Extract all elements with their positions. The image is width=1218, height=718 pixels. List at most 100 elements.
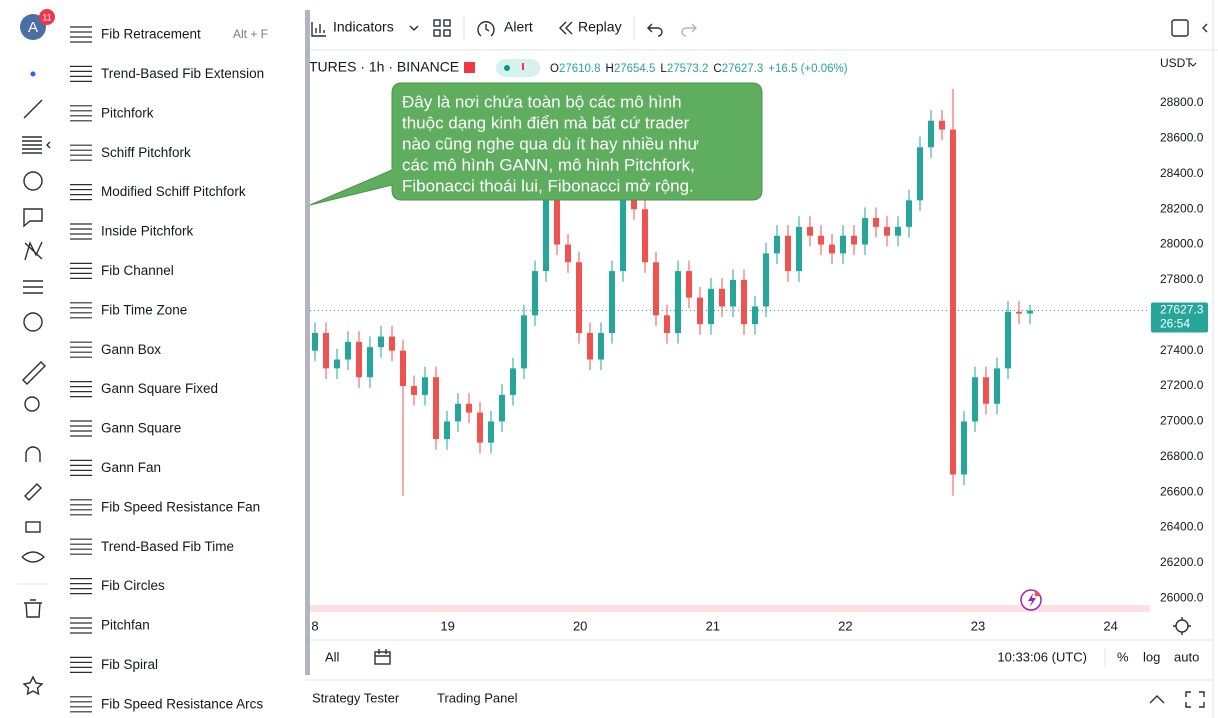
menu-item[interactable]: Gann Box [101, 342, 161, 357]
menu-panel [58, 0, 305, 718]
tab[interactable]: Trading Panel [437, 690, 518, 705]
shortcut: Alt + F [233, 27, 268, 41]
replay[interactable]: Replay [578, 19, 622, 35]
caret[interactable] [409, 25, 419, 31]
percent-toggle[interactable]: % [1117, 649, 1129, 664]
status-pill [496, 59, 540, 77]
menu-item[interactable]: Fib Speed Resistance Fan [101, 499, 260, 514]
redo[interactable] [681, 23, 697, 37]
menu-item[interactable]: Trend-Based Fib Extension [101, 66, 264, 81]
candle-body [422, 377, 428, 395]
candle-body [950, 129, 956, 475]
candle-body [587, 333, 593, 360]
shape-tool[interactable] [23, 171, 43, 191]
menu-icon [70, 459, 92, 476]
menu-item[interactable]: Fib Circles [101, 578, 165, 593]
lock[interactable] [25, 521, 41, 533]
menu-icon [70, 617, 92, 634]
candle-body [356, 341, 362, 378]
cursor-tool[interactable] [30, 71, 36, 77]
candle-body [873, 218, 879, 227]
menu-item[interactable]: Gann Square Fixed [101, 381, 218, 396]
menu-icon [70, 381, 92, 398]
menu-item[interactable]: Fib Spiral [101, 657, 158, 672]
replay-icon[interactable] [559, 21, 573, 35]
ohlc-key: C [713, 63, 721, 75]
tab[interactable]: Strategy Tester [312, 690, 400, 705]
ohlc-value: 27610.8 [559, 63, 601, 75]
session-band [310, 605, 1150, 612]
menu-item[interactable]: Gann Fan [101, 460, 161, 475]
calendar-icon[interactable] [374, 649, 391, 665]
prediction-tool[interactable] [23, 280, 43, 294]
alert-icon[interactable] [477, 21, 495, 37]
range-all[interactable]: All [325, 649, 340, 664]
y-tick-label: 27000.0 [1160, 414, 1204, 428]
expand[interactable] [46, 141, 51, 149]
flag [464, 62, 475, 73]
panel-toggle[interactable] [1149, 695, 1165, 704]
pattern-tool[interactable] [24, 241, 43, 261]
visibility[interactable] [21, 551, 46, 563]
text-tool[interactable] [23, 208, 43, 228]
y-tick-label: 26400.0 [1160, 520, 1204, 534]
menu-item[interactable]: Gann Square [101, 421, 181, 436]
candle-body [774, 235, 780, 254]
maximize[interactable] [1185, 691, 1205, 708]
favorites[interactable] [22, 675, 44, 696]
icon-tool[interactable] [23, 312, 43, 332]
candle-body [928, 120, 934, 148]
menu-item[interactable]: Modified Schiff Pitchfork [101, 184, 246, 199]
candle-body [334, 359, 340, 369]
candle-body [1005, 311, 1011, 369]
menu-icon [70, 223, 92, 240]
fib-tool[interactable] [22, 136, 42, 154]
settings[interactable] [1173, 617, 1191, 635]
left-toolbar: A 11 [0, 0, 58, 718]
menu-item[interactable]: Pitchfan [101, 618, 150, 633]
log-toggle[interactable]: log [1143, 649, 1160, 664]
menu-icon [70, 656, 92, 673]
trash[interactable] [24, 599, 42, 618]
ruler[interactable] [22, 361, 46, 385]
candle-body [785, 235, 791, 272]
trend-tool[interactable] [23, 99, 43, 119]
menu-item[interactable]: Fib Retracement [101, 27, 201, 42]
candle-body [1016, 311, 1022, 314]
menu-item[interactable]: Inside Pitchfork [101, 224, 194, 239]
undo[interactable] [647, 23, 663, 37]
menu-icon [70, 341, 92, 358]
menu-item[interactable]: Fib Channel [101, 263, 174, 278]
menu-item[interactable]: Trend-Based Fib Time [101, 539, 234, 554]
candle-body [532, 271, 538, 316]
candle-body [565, 244, 571, 263]
layouts-icon[interactable] [433, 19, 451, 37]
menu-item[interactable]: Pitchfork [101, 105, 154, 120]
window-icon[interactable] [1171, 19, 1189, 37]
x-tick-label: 24 [1103, 618, 1117, 633]
menu-item[interactable]: Fib Speed Resistance Arcs [101, 696, 263, 711]
auto-toggle[interactable]: auto [1174, 649, 1199, 664]
candle-body [818, 235, 824, 245]
magnet[interactable] [25, 446, 41, 462]
top-bar: Indicators Alert Replay [305, 0, 1218, 718]
menu-item[interactable]: Schiff Pitchfork [101, 145, 191, 160]
candle-body [763, 253, 769, 307]
alert[interactable]: Alert [504, 19, 533, 35]
indicators[interactable]: Indicators [333, 19, 394, 35]
candle-body [829, 244, 835, 254]
avatar[interactable] [20, 14, 46, 40]
indicators-icon[interactable] [311, 22, 326, 37]
tooltip-line: thuộc dạng kinh điển mà bất cứ trader [402, 113, 690, 132]
menu-item[interactable]: Fib Time Zone [101, 302, 187, 317]
candle-body [862, 218, 868, 245]
candle-body [664, 315, 670, 333]
currency[interactable]: USDT [1160, 56, 1193, 70]
drawing-menu: Fib Retracement Alt + F Trend-Based Fib Ex… [58, 0, 310, 718]
zoom[interactable] [24, 396, 40, 412]
lock-drawing[interactable] [24, 483, 42, 501]
candle-body [895, 226, 901, 236]
tooltip-line: Fibonacci thoái lui, Fibonacci mở rộng. [402, 176, 694, 195]
collapse[interactable] [1202, 23, 1208, 33]
candle-body [620, 191, 626, 272]
